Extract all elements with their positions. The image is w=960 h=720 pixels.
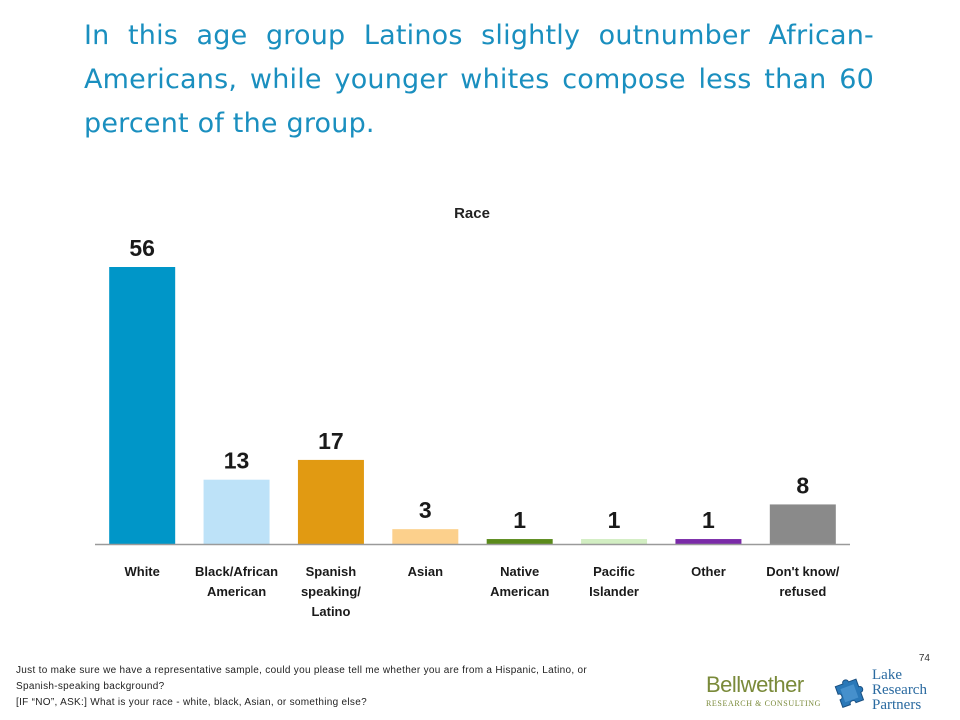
category-label-line: speaking/ xyxy=(301,584,361,599)
bar-2 xyxy=(297,459,364,544)
chart-container: Race 56 White 13 Black/African American 17 Span… xyxy=(0,190,960,630)
bar-4 xyxy=(486,539,553,544)
bellwether-logo: Bellwether RESEARCH & CONSULTING xyxy=(706,672,821,718)
category-label-line: Islander xyxy=(589,584,639,599)
bar-7 xyxy=(769,504,836,544)
footnote-line-2: Spanish-speaking background? xyxy=(16,681,165,692)
category-label-7: Don't know/refused xyxy=(766,564,840,599)
category-label-line: refused xyxy=(779,584,826,599)
bar-value-label-7: 8 xyxy=(796,472,809,498)
lake-logo-line-1: Lake xyxy=(872,667,902,683)
category-label-line: White xyxy=(124,564,159,579)
bar-value-label-3: 3 xyxy=(419,497,432,523)
lake-research-logo: Lake Research Partners xyxy=(832,666,952,718)
category-label-line: Other xyxy=(691,564,726,579)
footnote: Just to make sure we have a representati… xyxy=(16,663,686,711)
category-label-4: Native American xyxy=(490,564,549,599)
bar-value-label-0: 56 xyxy=(129,235,155,261)
chart-title: Race xyxy=(454,205,490,222)
category-label-3: Asian xyxy=(408,564,443,579)
category-label-1: Black/African American xyxy=(195,564,278,599)
bar-3 xyxy=(392,529,459,544)
bar-value-label-1: 13 xyxy=(224,448,250,474)
category-label-2: Spanish speaking/Latino xyxy=(301,564,361,619)
footnote-line-1: Just to make sure we have a representati… xyxy=(16,665,587,676)
category-label-line: Black/African xyxy=(195,564,278,579)
category-label-line: American xyxy=(207,584,266,599)
bar-value-label-5: 1 xyxy=(608,507,621,533)
footnote-line-3: [IF “NO”, ASK:] What is your race - whit… xyxy=(16,697,367,708)
bar-value-label-4: 1 xyxy=(513,507,526,533)
page-number: 74 xyxy=(918,653,930,664)
bar-6 xyxy=(675,539,742,544)
category-label-6: Other xyxy=(691,564,726,579)
bar-1 xyxy=(203,479,270,544)
bar-value-label-6: 1 xyxy=(702,507,715,533)
category-label-line: Asian xyxy=(408,564,443,579)
category-label-0: White xyxy=(124,564,159,579)
category-label-line: Native xyxy=(500,564,539,579)
bar-value-label-2: 17 xyxy=(318,428,344,454)
puzzle-piece-icon xyxy=(834,678,865,709)
category-label-line: Don't know/ xyxy=(766,564,840,579)
lake-research-logo-text: Lake Research Partners xyxy=(872,668,927,713)
bellwether-logo-subtitle: RESEARCH & CONSULTING xyxy=(706,699,821,708)
category-label-line: American xyxy=(490,584,549,599)
category-label-line: Spanish xyxy=(306,564,357,579)
category-label-5: Pacific Islander xyxy=(589,564,639,599)
slide-title: In this age group Latinos slightly outnu… xyxy=(84,20,874,139)
category-label-line: Pacific xyxy=(593,564,635,579)
bar-5 xyxy=(581,539,648,544)
lake-logo-line-2: Research xyxy=(872,682,927,698)
bellwether-logo-name: Bellwether xyxy=(706,672,804,697)
bar-0 xyxy=(109,267,176,544)
category-label-line: Latino xyxy=(311,604,350,619)
lake-logo-line-3: Partners xyxy=(872,697,922,713)
